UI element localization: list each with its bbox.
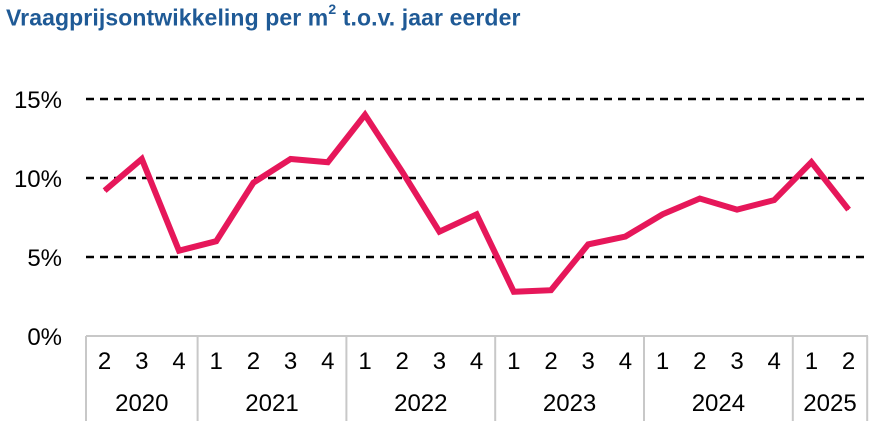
data-point	[290, 158, 292, 160]
y-tick-label: 0%	[27, 324, 62, 351]
data-point	[401, 171, 403, 173]
chart-title: Vraagprijsontwikkeling per m2 t.o.v. jaa…	[6, 1, 521, 32]
x-tick-label-year: 2025	[803, 390, 856, 417]
x-tick-label-quarter: 1	[210, 348, 223, 375]
data-point	[810, 161, 812, 163]
x-tick-label-year: 2022	[394, 390, 447, 417]
data-point	[662, 213, 664, 215]
data-point	[848, 209, 850, 211]
series-line	[102, 109, 851, 295]
data-point	[178, 250, 180, 252]
data-point	[550, 289, 552, 291]
x-tick-label-quarter: 4	[321, 348, 334, 375]
data-point	[587, 243, 589, 245]
data-point	[141, 158, 143, 160]
x-tick-label-quarter: 1	[656, 348, 669, 375]
x-tick-label-year: 2021	[245, 390, 298, 417]
x-tick-label-quarter: 3	[582, 348, 595, 375]
x-tick-label-quarter: 2	[98, 348, 111, 375]
chart-title-rest: t.o.v. jaar eerder	[336, 4, 521, 31]
x-tick-label-year: 2020	[115, 390, 168, 417]
y-tick-label: 5%	[27, 245, 62, 272]
x-tick-label-quarter: 2	[396, 348, 409, 375]
x-tick-label-quarter: 3	[433, 348, 446, 375]
x-tick-label-quarter: 1	[358, 348, 371, 375]
y-tick-label: 15%	[14, 87, 62, 114]
x-tick-label-quarter: 4	[470, 348, 483, 375]
x-tick-label-quarter: 2	[842, 348, 855, 375]
x-tick-label-quarter: 3	[730, 348, 743, 375]
data-point	[364, 114, 366, 116]
x-tick-label-year: 2023	[543, 390, 596, 417]
data-point	[736, 209, 738, 211]
data-point	[773, 199, 775, 201]
x-tick-label-quarter: 4	[768, 348, 781, 375]
x-tick-label-quarter: 3	[135, 348, 148, 375]
data-point	[438, 231, 440, 233]
chart-title-main: Vraagprijsontwikkeling per m	[6, 4, 329, 31]
data-point	[252, 182, 254, 184]
x-tick-label-quarter: 4	[619, 348, 632, 375]
data-point	[624, 235, 626, 237]
data-point	[215, 240, 217, 242]
x-tick-label-quarter: 2	[693, 348, 706, 375]
x-tick-label-quarter: 4	[172, 348, 185, 375]
y-tick-label: 10%	[14, 166, 62, 193]
data-point	[513, 291, 515, 293]
data-point	[699, 198, 701, 200]
data-point	[327, 161, 329, 163]
data-point	[476, 213, 478, 215]
x-tick-label-quarter: 2	[247, 348, 260, 375]
x-tick-label-quarter: 2	[544, 348, 557, 375]
x-tick-label-quarter: 1	[507, 348, 520, 375]
x-tick-label-year: 2024	[692, 390, 745, 417]
chart-title-superscript: 2	[328, 1, 337, 17]
x-tick-label-quarter: 3	[284, 348, 297, 375]
x-tick-label-quarter: 1	[805, 348, 818, 375]
data-point	[104, 190, 106, 192]
